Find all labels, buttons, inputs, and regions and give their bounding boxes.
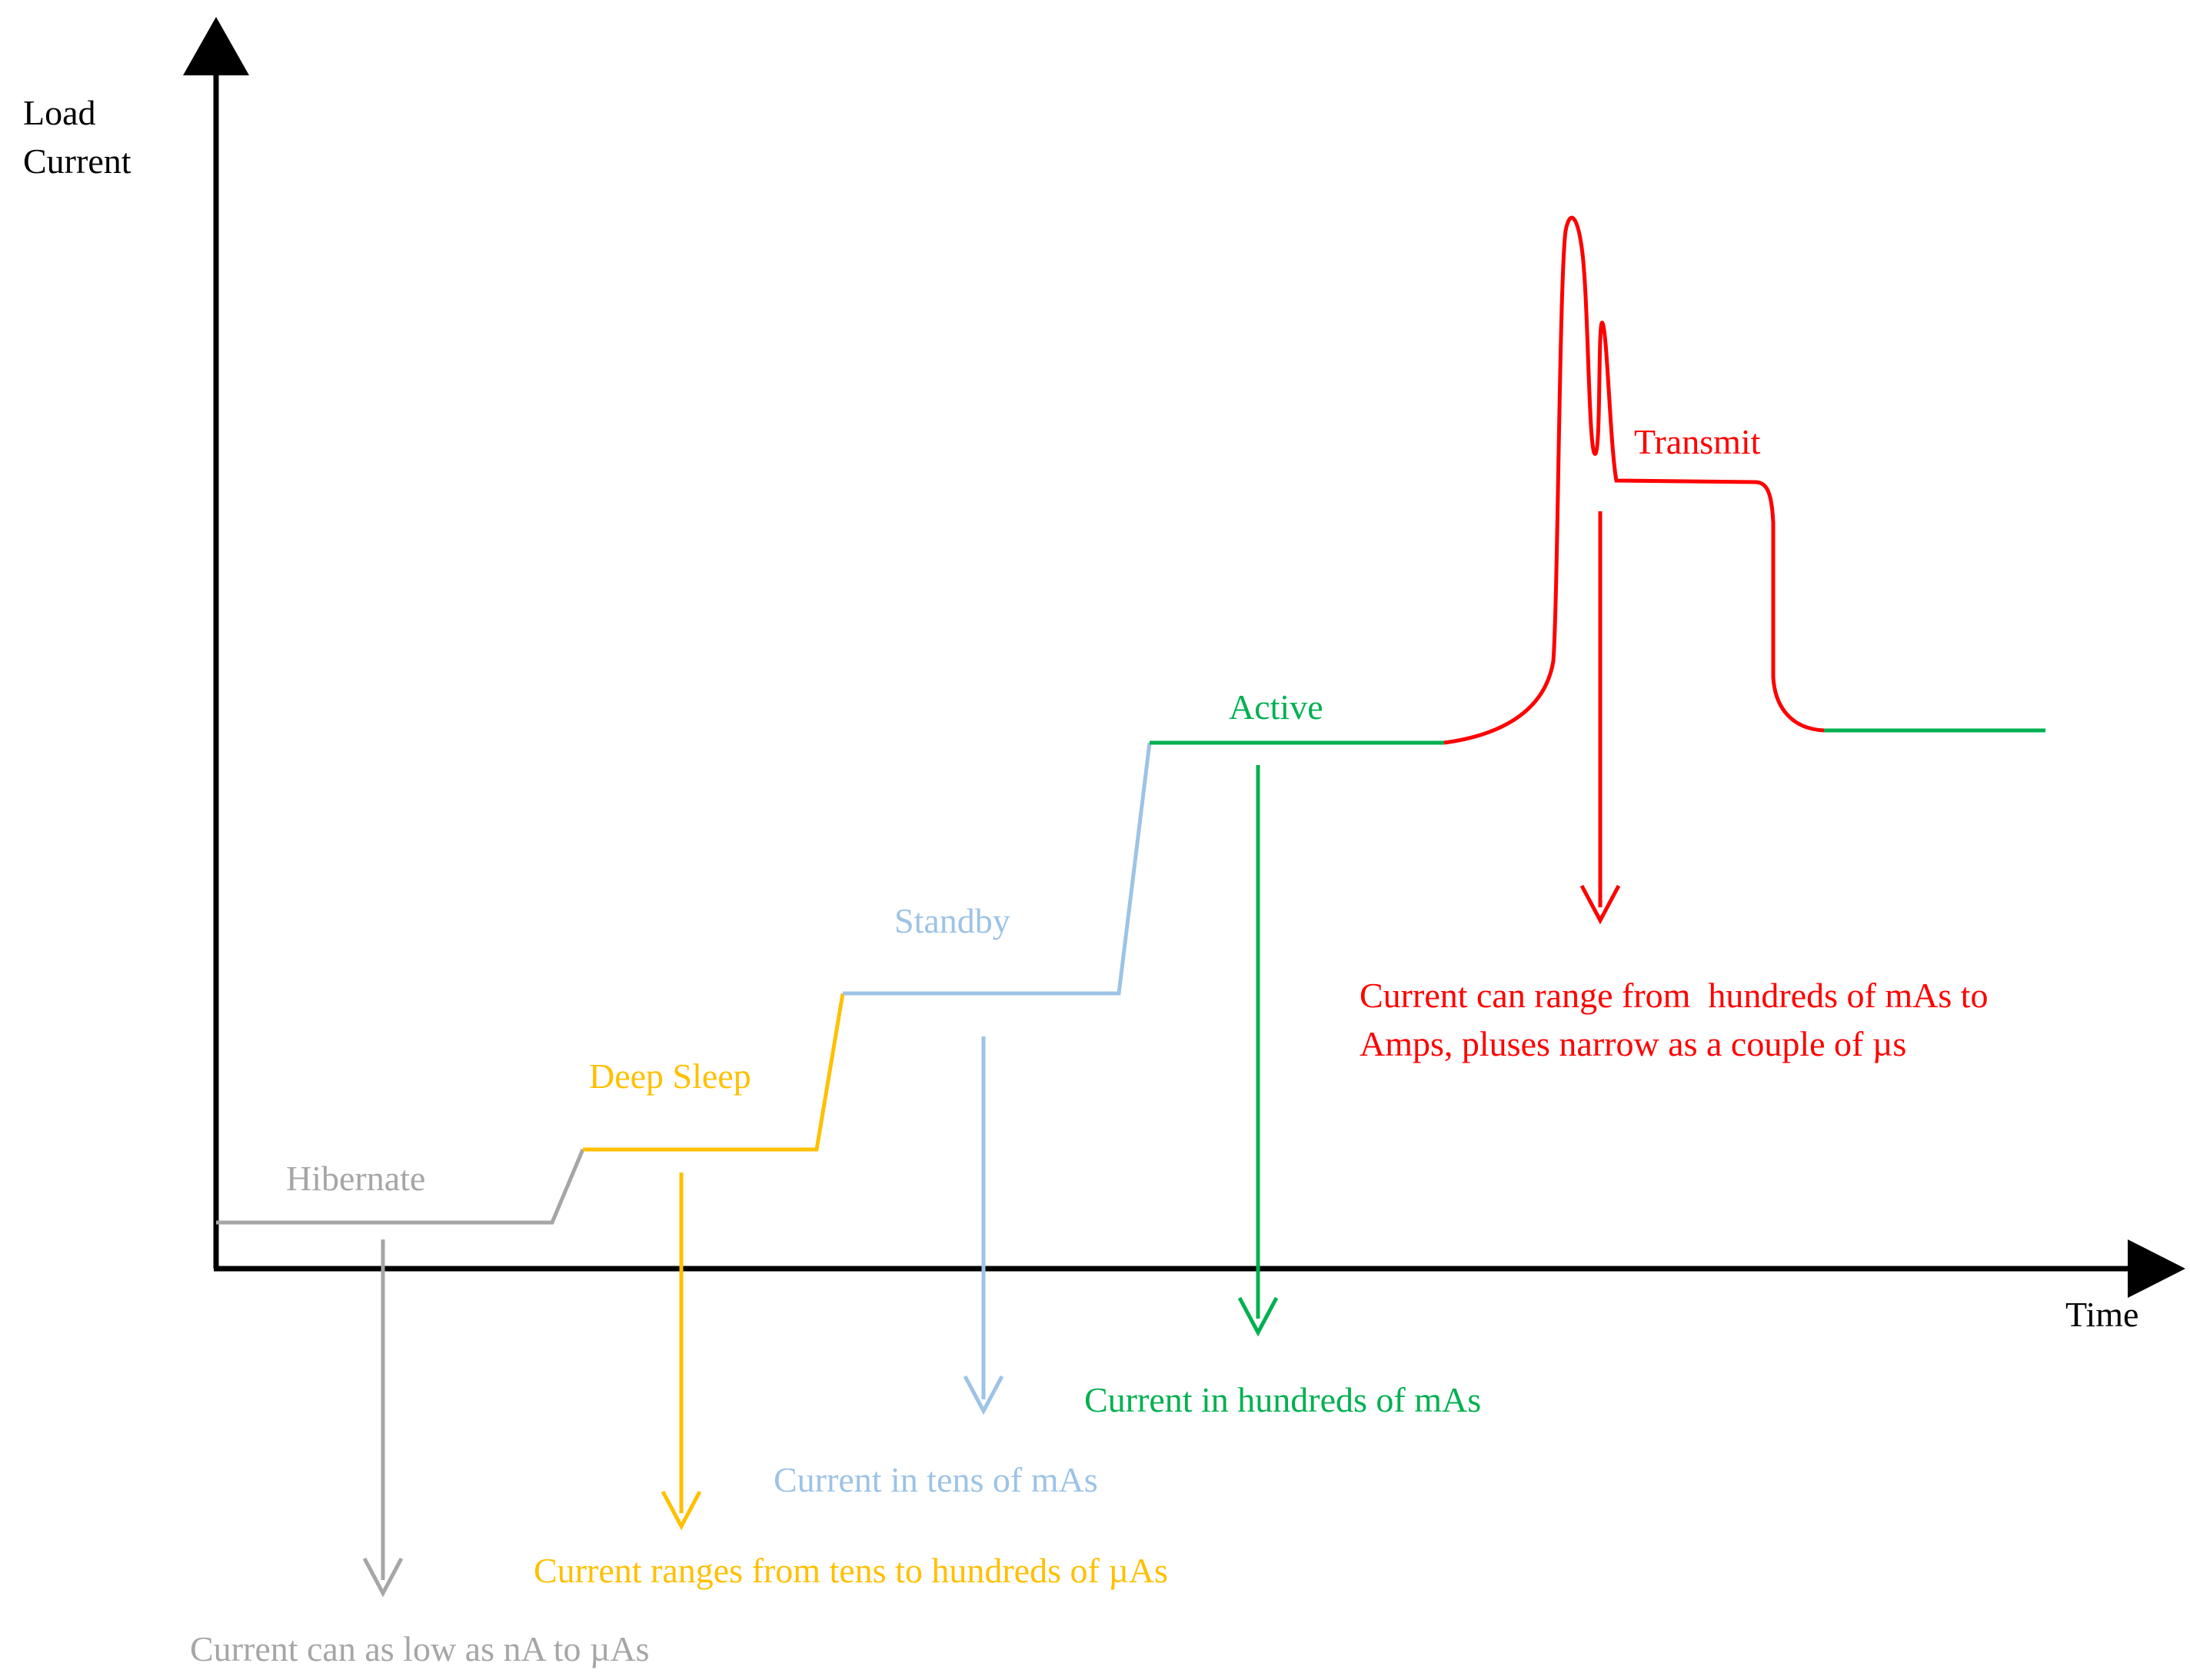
active-note: Current in hundreds of mAs [1084,1380,1481,1419]
active-label: Active [1229,687,1323,727]
standby-group: Standby Current in tens of mAs [774,742,1152,1499]
y-axis-label-line1: Load [23,93,96,132]
standby-label: Standby [894,901,1010,940]
deep-sleep-arrowhead [661,1490,702,1531]
x-axis-label: Time [2065,1295,2138,1334]
transmit-label: Transmit [1634,422,1761,461]
standby-arrowhead [963,1375,1004,1416]
hibernate-group: Hibernate Current can as low as nA to µA… [190,1149,650,1668]
hibernate-arrowhead [362,1557,404,1598]
transmit-arrowhead [1579,884,1621,925]
y-axis-arrowhead [183,17,249,75]
deep-sleep-group: Deep Sleep Current ranges from tens to h… [534,993,1168,1590]
transmit-note-line1: Current can range from hundreds of mAs t… [1360,976,1989,1015]
standby-note: Current in tens of mAs [774,1460,1098,1499]
deep-sleep-note: Current ranges from tens to hundreds of … [534,1551,1168,1590]
transmit-note-line2: Amps, pluses narrow as a couple of µs [1360,1024,1906,1063]
axes: Load Current Time [23,17,2185,1334]
hibernate-note: Current can as low as nA to µAs [190,1629,650,1668]
transmit-curve [1443,215,1825,745]
y-axis-label-line2: Current [23,141,131,181]
transmit-group: Transmit Current can range from hundreds… [1360,215,1989,1063]
active-arrowhead [1237,1296,1279,1337]
standby-curve [843,742,1152,996]
deep-sleep-curve [583,993,845,1152]
active-group: Active Current in hundreds of mAs [1084,687,2045,1419]
hibernate-label: Hibernate [286,1159,425,1198]
x-axis-arrowhead [2128,1239,2185,1298]
deep-sleep-label: Deep Sleep [589,1056,751,1096]
hibernate-curve [216,1149,585,1225]
